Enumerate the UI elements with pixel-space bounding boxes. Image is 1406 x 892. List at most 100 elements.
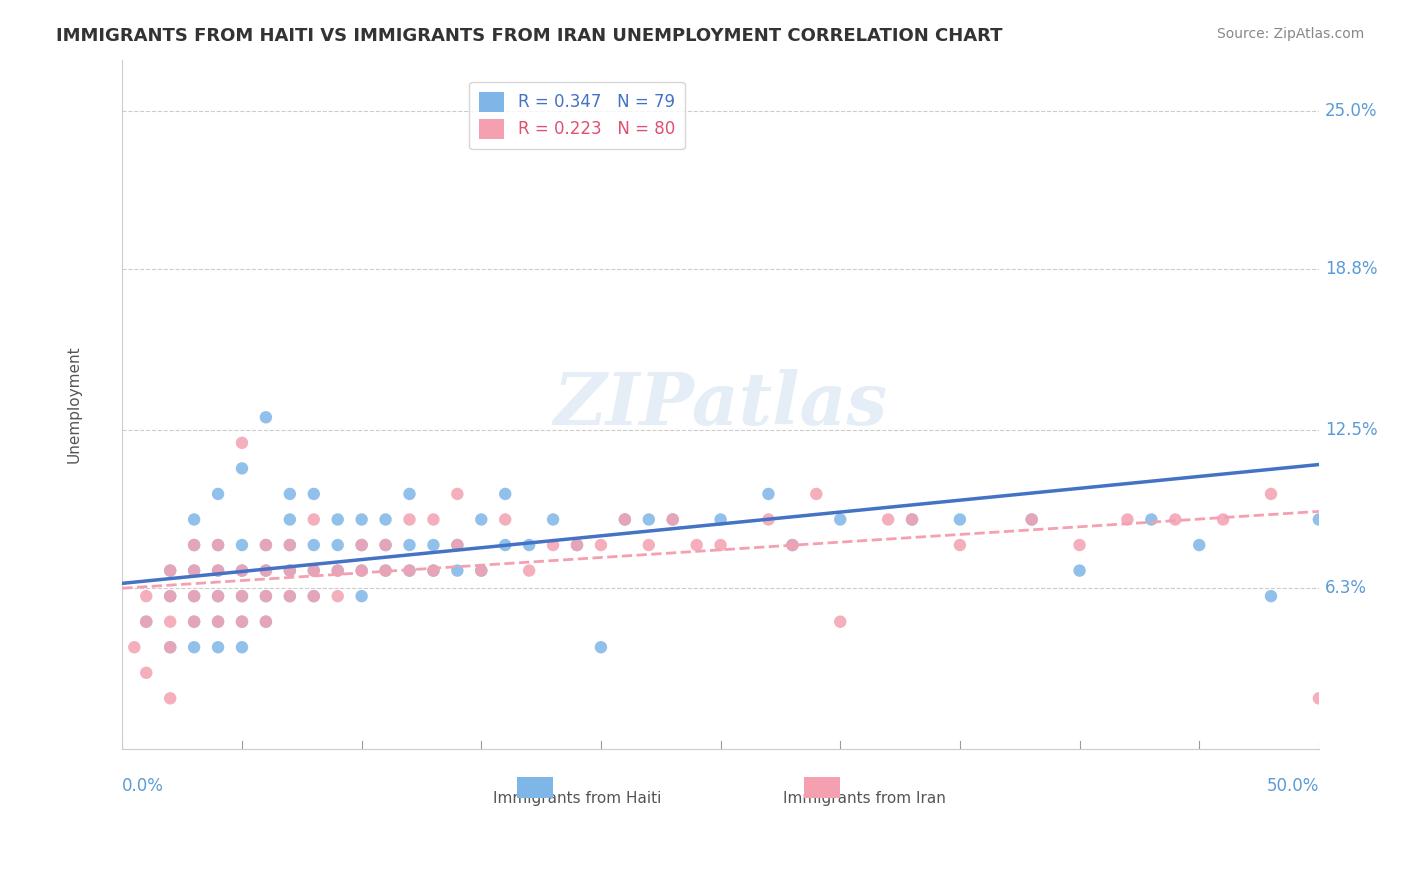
Point xyxy=(326,564,349,578)
Point xyxy=(398,512,420,526)
Point xyxy=(685,538,707,552)
Point xyxy=(183,589,205,603)
Point xyxy=(159,564,181,578)
Point xyxy=(446,538,468,552)
Text: Unemployment: Unemployment xyxy=(67,346,82,463)
Point xyxy=(159,691,181,706)
Point xyxy=(1355,487,1378,501)
Point xyxy=(254,538,277,552)
Point xyxy=(398,564,420,578)
Point xyxy=(1260,589,1282,603)
Point xyxy=(1021,512,1043,526)
Point xyxy=(231,461,253,475)
Point xyxy=(278,564,301,578)
Point xyxy=(254,410,277,425)
Point xyxy=(374,512,396,526)
Point xyxy=(278,512,301,526)
Point xyxy=(1260,487,1282,501)
Point xyxy=(877,512,900,526)
Point xyxy=(135,589,157,603)
Text: Source: ZipAtlas.com: Source: ZipAtlas.com xyxy=(1216,27,1364,41)
Text: Immigrants from Haiti: Immigrants from Haiti xyxy=(494,791,661,805)
Point xyxy=(517,564,540,578)
Point xyxy=(207,589,229,603)
Point xyxy=(830,615,852,629)
Point xyxy=(183,512,205,526)
Point xyxy=(124,640,146,655)
Point xyxy=(350,564,373,578)
Point xyxy=(254,589,277,603)
Point xyxy=(1308,691,1330,706)
Point xyxy=(183,589,205,603)
Point xyxy=(1069,538,1091,552)
Point xyxy=(159,640,181,655)
Point xyxy=(302,564,325,578)
Point xyxy=(422,538,444,552)
Point xyxy=(710,512,733,526)
Point xyxy=(1188,538,1211,552)
Point xyxy=(183,564,205,578)
Text: 6.3%: 6.3% xyxy=(1324,580,1367,598)
Bar xyxy=(804,777,841,797)
Point xyxy=(374,564,396,578)
Point xyxy=(254,589,277,603)
Text: 12.5%: 12.5% xyxy=(1324,421,1378,439)
Point xyxy=(1403,487,1406,501)
Point xyxy=(589,538,612,552)
Text: 0.0%: 0.0% xyxy=(122,777,165,795)
Bar xyxy=(517,777,553,797)
Point xyxy=(183,564,205,578)
Text: IMMIGRANTS FROM HAITI VS IMMIGRANTS FROM IRAN UNEMPLOYMENT CORRELATION CHART: IMMIGRANTS FROM HAITI VS IMMIGRANTS FROM… xyxy=(56,27,1002,45)
Point xyxy=(446,538,468,552)
Point xyxy=(661,512,683,526)
Point xyxy=(494,512,516,526)
Point xyxy=(207,564,229,578)
Point xyxy=(350,512,373,526)
Point xyxy=(302,589,325,603)
Text: 18.8%: 18.8% xyxy=(1324,260,1378,278)
Point xyxy=(207,538,229,552)
Point xyxy=(254,538,277,552)
Point xyxy=(231,564,253,578)
Point xyxy=(637,512,659,526)
Point xyxy=(302,512,325,526)
Point xyxy=(470,564,492,578)
Point xyxy=(758,512,780,526)
Point xyxy=(782,538,804,552)
Point xyxy=(1140,512,1163,526)
Point xyxy=(398,564,420,578)
Point xyxy=(350,538,373,552)
Point xyxy=(183,615,205,629)
Point xyxy=(901,512,924,526)
Legend: R = 0.347   N = 79, R = 0.223   N = 80: R = 0.347 N = 79, R = 0.223 N = 80 xyxy=(470,82,685,149)
Point xyxy=(830,512,852,526)
Point xyxy=(207,640,229,655)
Point xyxy=(446,564,468,578)
Point xyxy=(231,615,253,629)
Point xyxy=(159,589,181,603)
Point xyxy=(422,512,444,526)
Point xyxy=(374,564,396,578)
Point xyxy=(1021,512,1043,526)
Point xyxy=(302,589,325,603)
Point xyxy=(207,564,229,578)
Point xyxy=(350,538,373,552)
Point xyxy=(326,589,349,603)
Point xyxy=(159,589,181,603)
Point xyxy=(159,564,181,578)
Point xyxy=(613,512,636,526)
Point xyxy=(254,564,277,578)
Point xyxy=(135,615,157,629)
Point xyxy=(254,615,277,629)
Point xyxy=(541,538,564,552)
Point xyxy=(159,615,181,629)
Point xyxy=(494,538,516,552)
Point xyxy=(374,538,396,552)
Point xyxy=(398,538,420,552)
Point xyxy=(135,615,157,629)
Point xyxy=(302,487,325,501)
Point xyxy=(326,512,349,526)
Point xyxy=(470,564,492,578)
Point xyxy=(637,538,659,552)
Point xyxy=(231,589,253,603)
